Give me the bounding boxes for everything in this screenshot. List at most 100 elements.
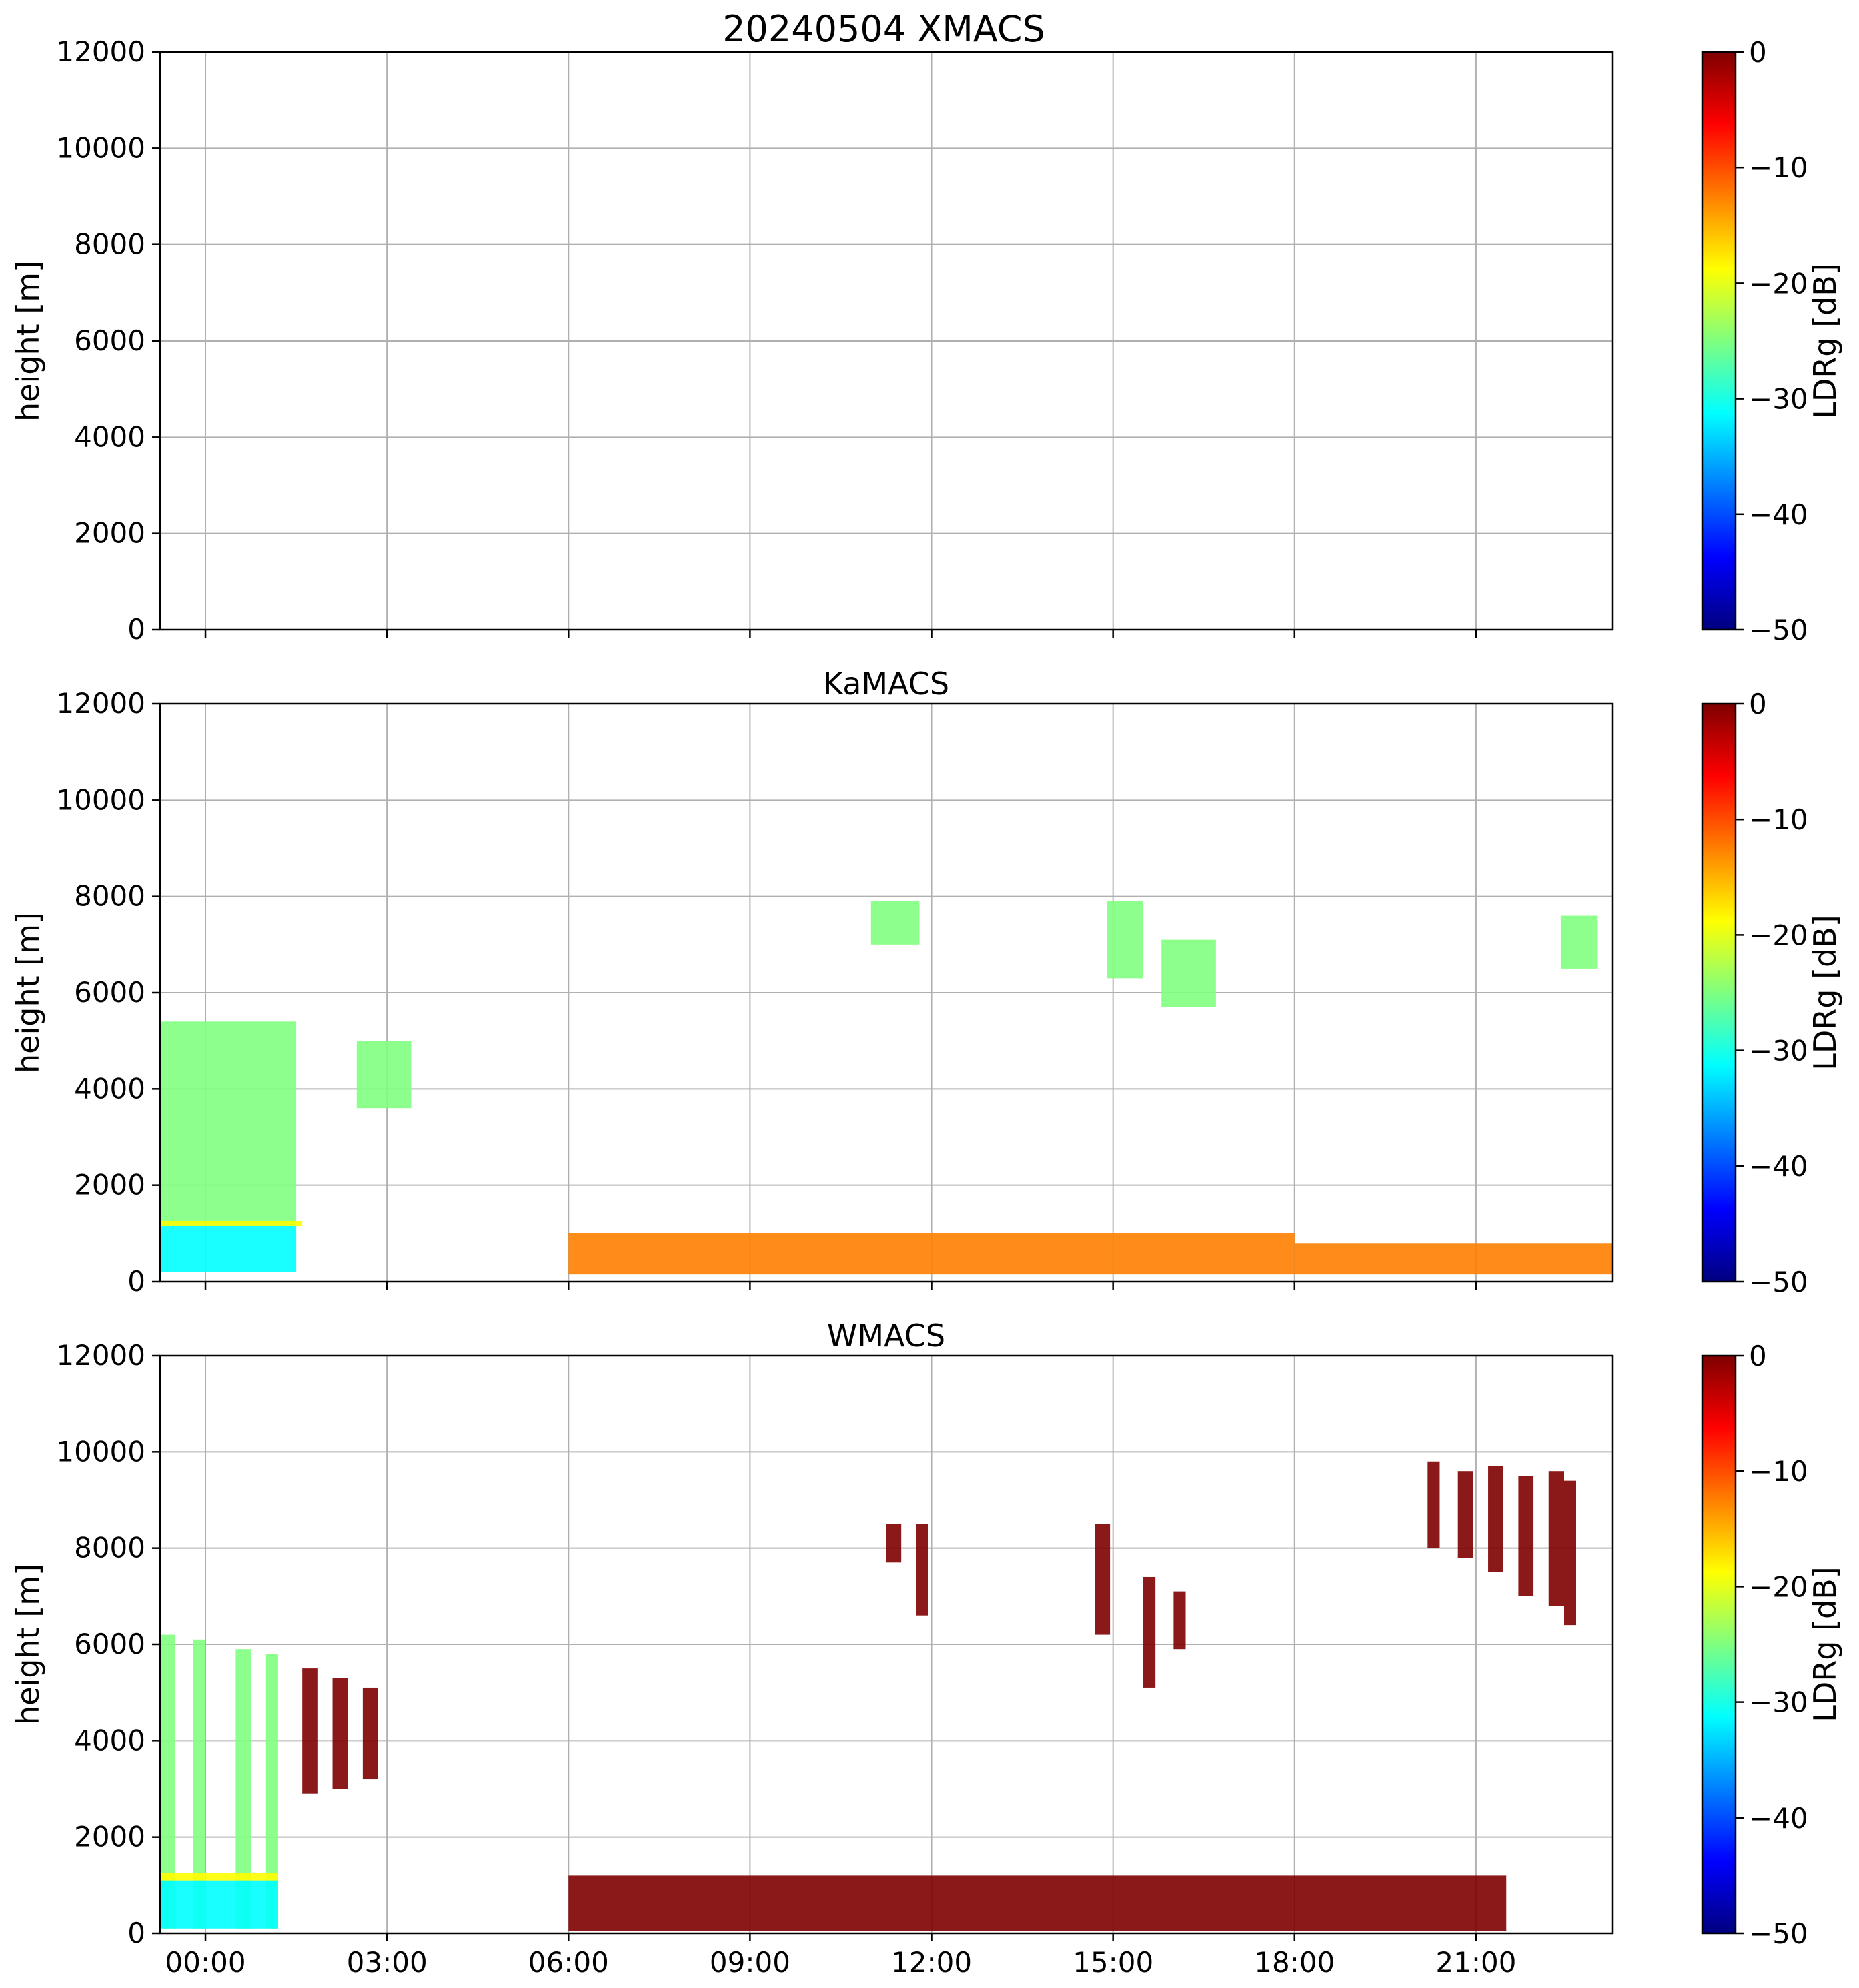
- data-region: [235, 1649, 251, 1929]
- data-region: [1564, 1480, 1576, 1626]
- y-tick-label: 2000: [74, 1169, 145, 1201]
- colorbar-tick-label: −10: [1749, 151, 1808, 184]
- colorbar-tick-label: −10: [1749, 803, 1808, 836]
- data-region: [302, 1668, 318, 1794]
- panel-3: 0 2000 4000 6000 8000 10000 12000 00:00 03:00 06:…: [10, 1318, 1843, 1979]
- data-region: [1548, 1471, 1564, 1606]
- data-region: [1457, 1471, 1473, 1558]
- colorbar-tick-label: −10: [1749, 1455, 1808, 1488]
- data-region: [160, 1873, 278, 1881]
- colorbar-label: LDRg [dB]: [1807, 263, 1843, 418]
- colorbar-tick-label: −20: [1749, 919, 1808, 951]
- colorbar-tick-label: −50: [1749, 1917, 1808, 1950]
- y-tick-label: 8000: [74, 880, 145, 913]
- panel-2: 0 2000 4000 6000 8000 10000 12000 height [m] KaM…: [10, 666, 1843, 1298]
- colorbar-tick-label: −40: [1749, 1802, 1808, 1835]
- data-region: [332, 1678, 348, 1789]
- y-tick-label: 4000: [74, 420, 145, 453]
- y-tick-label: 8000: [74, 228, 145, 261]
- data-region: [916, 1524, 928, 1616]
- data-region: [160, 1221, 303, 1227]
- x-tick-label: 06:00: [528, 1946, 609, 1979]
- y-tick-label: 4000: [74, 1724, 145, 1757]
- y-axis-label: height [m]: [10, 912, 46, 1073]
- panel-title: KaMACS: [823, 666, 949, 702]
- y-tick-label: 12000: [56, 35, 145, 68]
- colorbar-tick-label: −40: [1749, 1150, 1808, 1183]
- data-region: [193, 1639, 206, 1929]
- y-tick-label: 8000: [74, 1532, 145, 1564]
- colorbar-tick-label: −30: [1749, 1686, 1808, 1719]
- x-tick-label: 03:00: [347, 1946, 428, 1979]
- y-tick-label: 0: [127, 1265, 145, 1298]
- data-region: [1095, 1524, 1111, 1635]
- colorbar-tick-label: −30: [1749, 383, 1808, 416]
- colorbar-tick-label: −50: [1749, 614, 1808, 646]
- y-tick-label: 10000: [56, 131, 145, 164]
- colorbar-label: LDRg [dB]: [1807, 915, 1843, 1070]
- colorbar-tick-label: −40: [1749, 498, 1808, 531]
- x-tick-label: 12:00: [891, 1946, 972, 1979]
- y-tick-label: 0: [127, 1917, 145, 1949]
- colorbar-tick-label: −50: [1749, 1266, 1808, 1298]
- data-region: [568, 1875, 1507, 1931]
- panel-title: WMACS: [827, 1318, 945, 1354]
- colorbar-tick-label: 0: [1749, 1340, 1767, 1372]
- panels-container: 0 2000 4000 6000 8000 10000 12000 height [m] 0 −1…: [10, 35, 1843, 1979]
- data-region: [886, 1524, 902, 1563]
- data-region: [160, 1634, 175, 1929]
- data-region: [1427, 1461, 1440, 1548]
- colorbar: 0 −10 −20 −30 −40 −50 LDRg [dB]: [1701, 688, 1843, 1298]
- colorbar-gradient: [1701, 1354, 1737, 1935]
- y-tick-label: 6000: [74, 976, 145, 1009]
- data-region: [160, 1880, 278, 1929]
- data-region: [1107, 901, 1144, 979]
- y-tick-label: 6000: [74, 1628, 145, 1660]
- colorbar-gradient: [1701, 51, 1737, 631]
- panel-1: 0 2000 4000 6000 8000 10000 12000 height [m] 0 −1…: [10, 35, 1843, 646]
- data-region: [1161, 939, 1216, 1007]
- x-tick-label: 00:00: [165, 1946, 246, 1979]
- y-tick-label: 12000: [56, 1339, 145, 1372]
- data-region: [356, 1041, 412, 1109]
- y-tick-label: 6000: [74, 324, 145, 357]
- colorbar-tick-label: −20: [1749, 1570, 1808, 1603]
- data-region: [1294, 1243, 1612, 1275]
- x-tick-label: 18:00: [1254, 1946, 1335, 1979]
- data-region: [160, 1021, 297, 1224]
- data-region: [1518, 1476, 1534, 1596]
- data-region: [160, 1223, 297, 1272]
- figure-title: 20240504 XMACS: [722, 8, 1045, 50]
- data-region: [1173, 1591, 1186, 1650]
- y-tick-label: 2000: [74, 1821, 145, 1853]
- x-tick-label: 09:00: [710, 1946, 790, 1979]
- y-tick-label: 4000: [74, 1072, 145, 1105]
- y-tick-label: 0: [127, 613, 145, 646]
- data-region: [265, 1654, 278, 1929]
- x-tick-label: 15:00: [1073, 1946, 1153, 1979]
- colorbar-tick-label: 0: [1749, 688, 1767, 720]
- colorbar: 0 −10 −20 −30 −40 −50 LDRg [dB]: [1701, 36, 1843, 646]
- x-tick-label: 21:00: [1435, 1946, 1516, 1979]
- y-axis-label: height [m]: [10, 260, 46, 422]
- data-regions: [160, 901, 1612, 1275]
- y-tick-label: 10000: [56, 1435, 145, 1468]
- y-tick-label: 10000: [56, 783, 145, 816]
- y-axis-label: height [m]: [10, 1564, 46, 1725]
- data-region: [1560, 915, 1598, 969]
- data-region: [568, 1233, 1295, 1275]
- colorbar: 0 −10 −20 −30 −40 −50 LDRg [dB]: [1701, 1340, 1843, 1950]
- y-tick-label: 2000: [74, 517, 145, 550]
- colorbar-label: LDRg [dB]: [1807, 1566, 1843, 1722]
- data-region: [1143, 1576, 1156, 1688]
- colorbar-tick-label: −20: [1749, 267, 1808, 300]
- y-tick-label: 12000: [56, 687, 145, 720]
- data-region: [870, 901, 920, 945]
- colorbar-tick-label: −30: [1749, 1035, 1808, 1067]
- data-region: [362, 1687, 378, 1780]
- data-regions: [160, 1461, 1576, 1931]
- colorbar-gradient: [1701, 702, 1737, 1283]
- data-region: [1488, 1466, 1503, 1572]
- colorbar-tick-label: 0: [1749, 36, 1767, 69]
